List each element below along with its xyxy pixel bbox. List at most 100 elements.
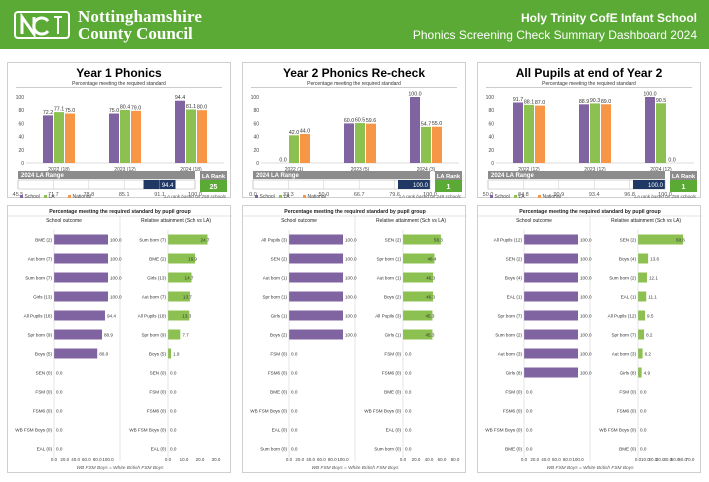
group-label: BME (0)	[384, 390, 401, 395]
group-label: SEN (2)	[506, 257, 523, 262]
bar-national	[535, 105, 545, 163]
bar-school	[513, 102, 523, 163]
group-label: Girls (13)	[33, 295, 52, 300]
panel-year1-phonics: Year 1 Phonics Percentage meeting the re…	[7, 62, 231, 199]
legend-label: LA	[284, 194, 291, 199]
group-label: Aut born (1)	[263, 276, 288, 281]
group-bar-value: 14.7	[185, 276, 194, 281]
rank-label: LA Rank	[437, 174, 461, 180]
group-label: Spr born (9)	[141, 333, 166, 338]
group-bar	[289, 234, 343, 245]
panel-groups-year2: Percentage meeting the required standard…	[242, 205, 467, 473]
group-bar	[289, 272, 343, 283]
group-bar-value: 100.0	[345, 257, 357, 262]
panel-subtitle: Percentage meeting the required standard	[72, 81, 166, 87]
panel-subtitle: Percentage meeting the required standard	[307, 81, 401, 87]
group-label: FSM6 (0)	[268, 371, 288, 376]
group-bar-value: 100.0	[110, 295, 122, 300]
group-label: All Pupils (3)	[375, 314, 401, 319]
range-tick-label: 96.8	[624, 192, 635, 198]
group-bar-value: 100.0	[580, 276, 592, 281]
x-tick-label: 2023 (12)	[584, 167, 606, 173]
pupil-group-chart: Percentage meeting the required standard…	[243, 209, 467, 471]
rank-box	[435, 180, 462, 192]
left-chart-title: School outcome	[516, 218, 552, 224]
bar-value-label: 88.9	[579, 99, 589, 105]
group-bar-value: 0.0	[405, 428, 412, 433]
panel-groups-year1: Percentage meeting the required standard…	[7, 205, 232, 473]
group-bar-value: 16.9	[188, 257, 197, 262]
group-bar-value: 0.0	[56, 428, 63, 433]
group-bar-value: 58.3	[434, 238, 443, 243]
group-label: FSM6 (0)	[503, 409, 523, 414]
council-logo-icon	[14, 11, 70, 39]
abbreviation-note: WB FSM Boys = White British FSM Boys	[76, 465, 164, 471]
bar-value-label: 0.0	[668, 158, 675, 164]
group-axis-label: 40.0	[425, 457, 434, 462]
range-marker	[398, 180, 430, 189]
group-bar-value: 88.9	[104, 333, 113, 338]
group-label: BME (2)	[35, 238, 52, 243]
group-bar	[168, 272, 192, 283]
group-bar-value: 0.0	[291, 390, 298, 395]
bar-school	[344, 123, 354, 163]
y-tick-label: 20	[18, 148, 24, 154]
group-bar-value: 0.0	[526, 409, 533, 414]
range-tick-label: 100.0	[423, 192, 437, 198]
rank-note: LA rank based on 258 schools	[164, 194, 226, 199]
bar-national	[65, 113, 75, 163]
range-tick-label: 93.4	[589, 192, 600, 198]
group-bar	[638, 367, 642, 378]
legend-label: National	[543, 194, 561, 199]
legend-swatch	[538, 195, 541, 198]
panel-title: Year 2 Phonics Re-check	[282, 66, 426, 80]
y-tick-label: 100	[16, 95, 25, 101]
group-label: Sum born (7)	[25, 276, 52, 281]
range-header	[488, 171, 665, 179]
group-label: EAL (0)	[37, 447, 53, 452]
group-axis-label: 40.0	[541, 457, 550, 462]
group-bar-value: 100.0	[580, 352, 592, 357]
bar-value-label: 81.1	[186, 104, 196, 110]
group-bar	[524, 253, 578, 264]
group-axis-label: 70.0	[686, 457, 695, 462]
group-label: EAL (0)	[151, 447, 167, 452]
bar-value-label: 59.6	[366, 118, 376, 124]
group-label: SEN (2)	[620, 238, 637, 243]
school-name: Holy Trinity CofE Infant School	[520, 11, 697, 25]
group-bar	[168, 348, 172, 359]
dashboard-title: Phonics Screening Check Summary Dashboar…	[412, 28, 697, 42]
group-bar	[403, 310, 433, 321]
x-tick-label: 2023 (5)	[351, 167, 370, 173]
bar-value-label: 55.0	[432, 121, 442, 127]
group-bar	[54, 234, 108, 245]
range-tick-label: 50.0	[483, 192, 494, 198]
group-chart-title: Percentage meeting the required standard…	[284, 209, 426, 215]
group-bar	[403, 234, 441, 245]
range-tick-label: 79.6	[389, 192, 400, 198]
x-tick-label: 2023 (12)	[114, 167, 136, 173]
group-axis-label: 0.0	[165, 457, 172, 462]
range-label: 2024 LA Range	[21, 173, 64, 179]
legend-label: National	[73, 194, 91, 199]
group-label: FSM6 (0)	[147, 409, 167, 414]
bar-national	[432, 126, 442, 163]
y-tick-label: 20	[253, 148, 259, 154]
group-bar-value: 0.0	[56, 409, 63, 414]
group-bar	[289, 253, 343, 264]
group-bar	[54, 329, 103, 340]
bar-value-label: 88.1	[524, 99, 534, 105]
abbreviation-note: WB FSM Boys = White British FSM Boys	[546, 465, 634, 471]
group-axis-label: 100.0	[572, 457, 584, 462]
group-bar	[524, 234, 578, 245]
range-tick-label: 100.0	[188, 192, 202, 198]
group-label: EAL (1)	[621, 295, 637, 300]
rank-note: LA rank based on 258 schools	[634, 194, 696, 199]
bar-value-label: 75.0	[65, 108, 75, 114]
group-bar-value: 100.0	[580, 295, 592, 300]
range-tick-label: 90.9	[553, 192, 564, 198]
group-bar-value: 0.0	[640, 447, 647, 452]
group-bar-value: 60.6	[676, 238, 685, 243]
